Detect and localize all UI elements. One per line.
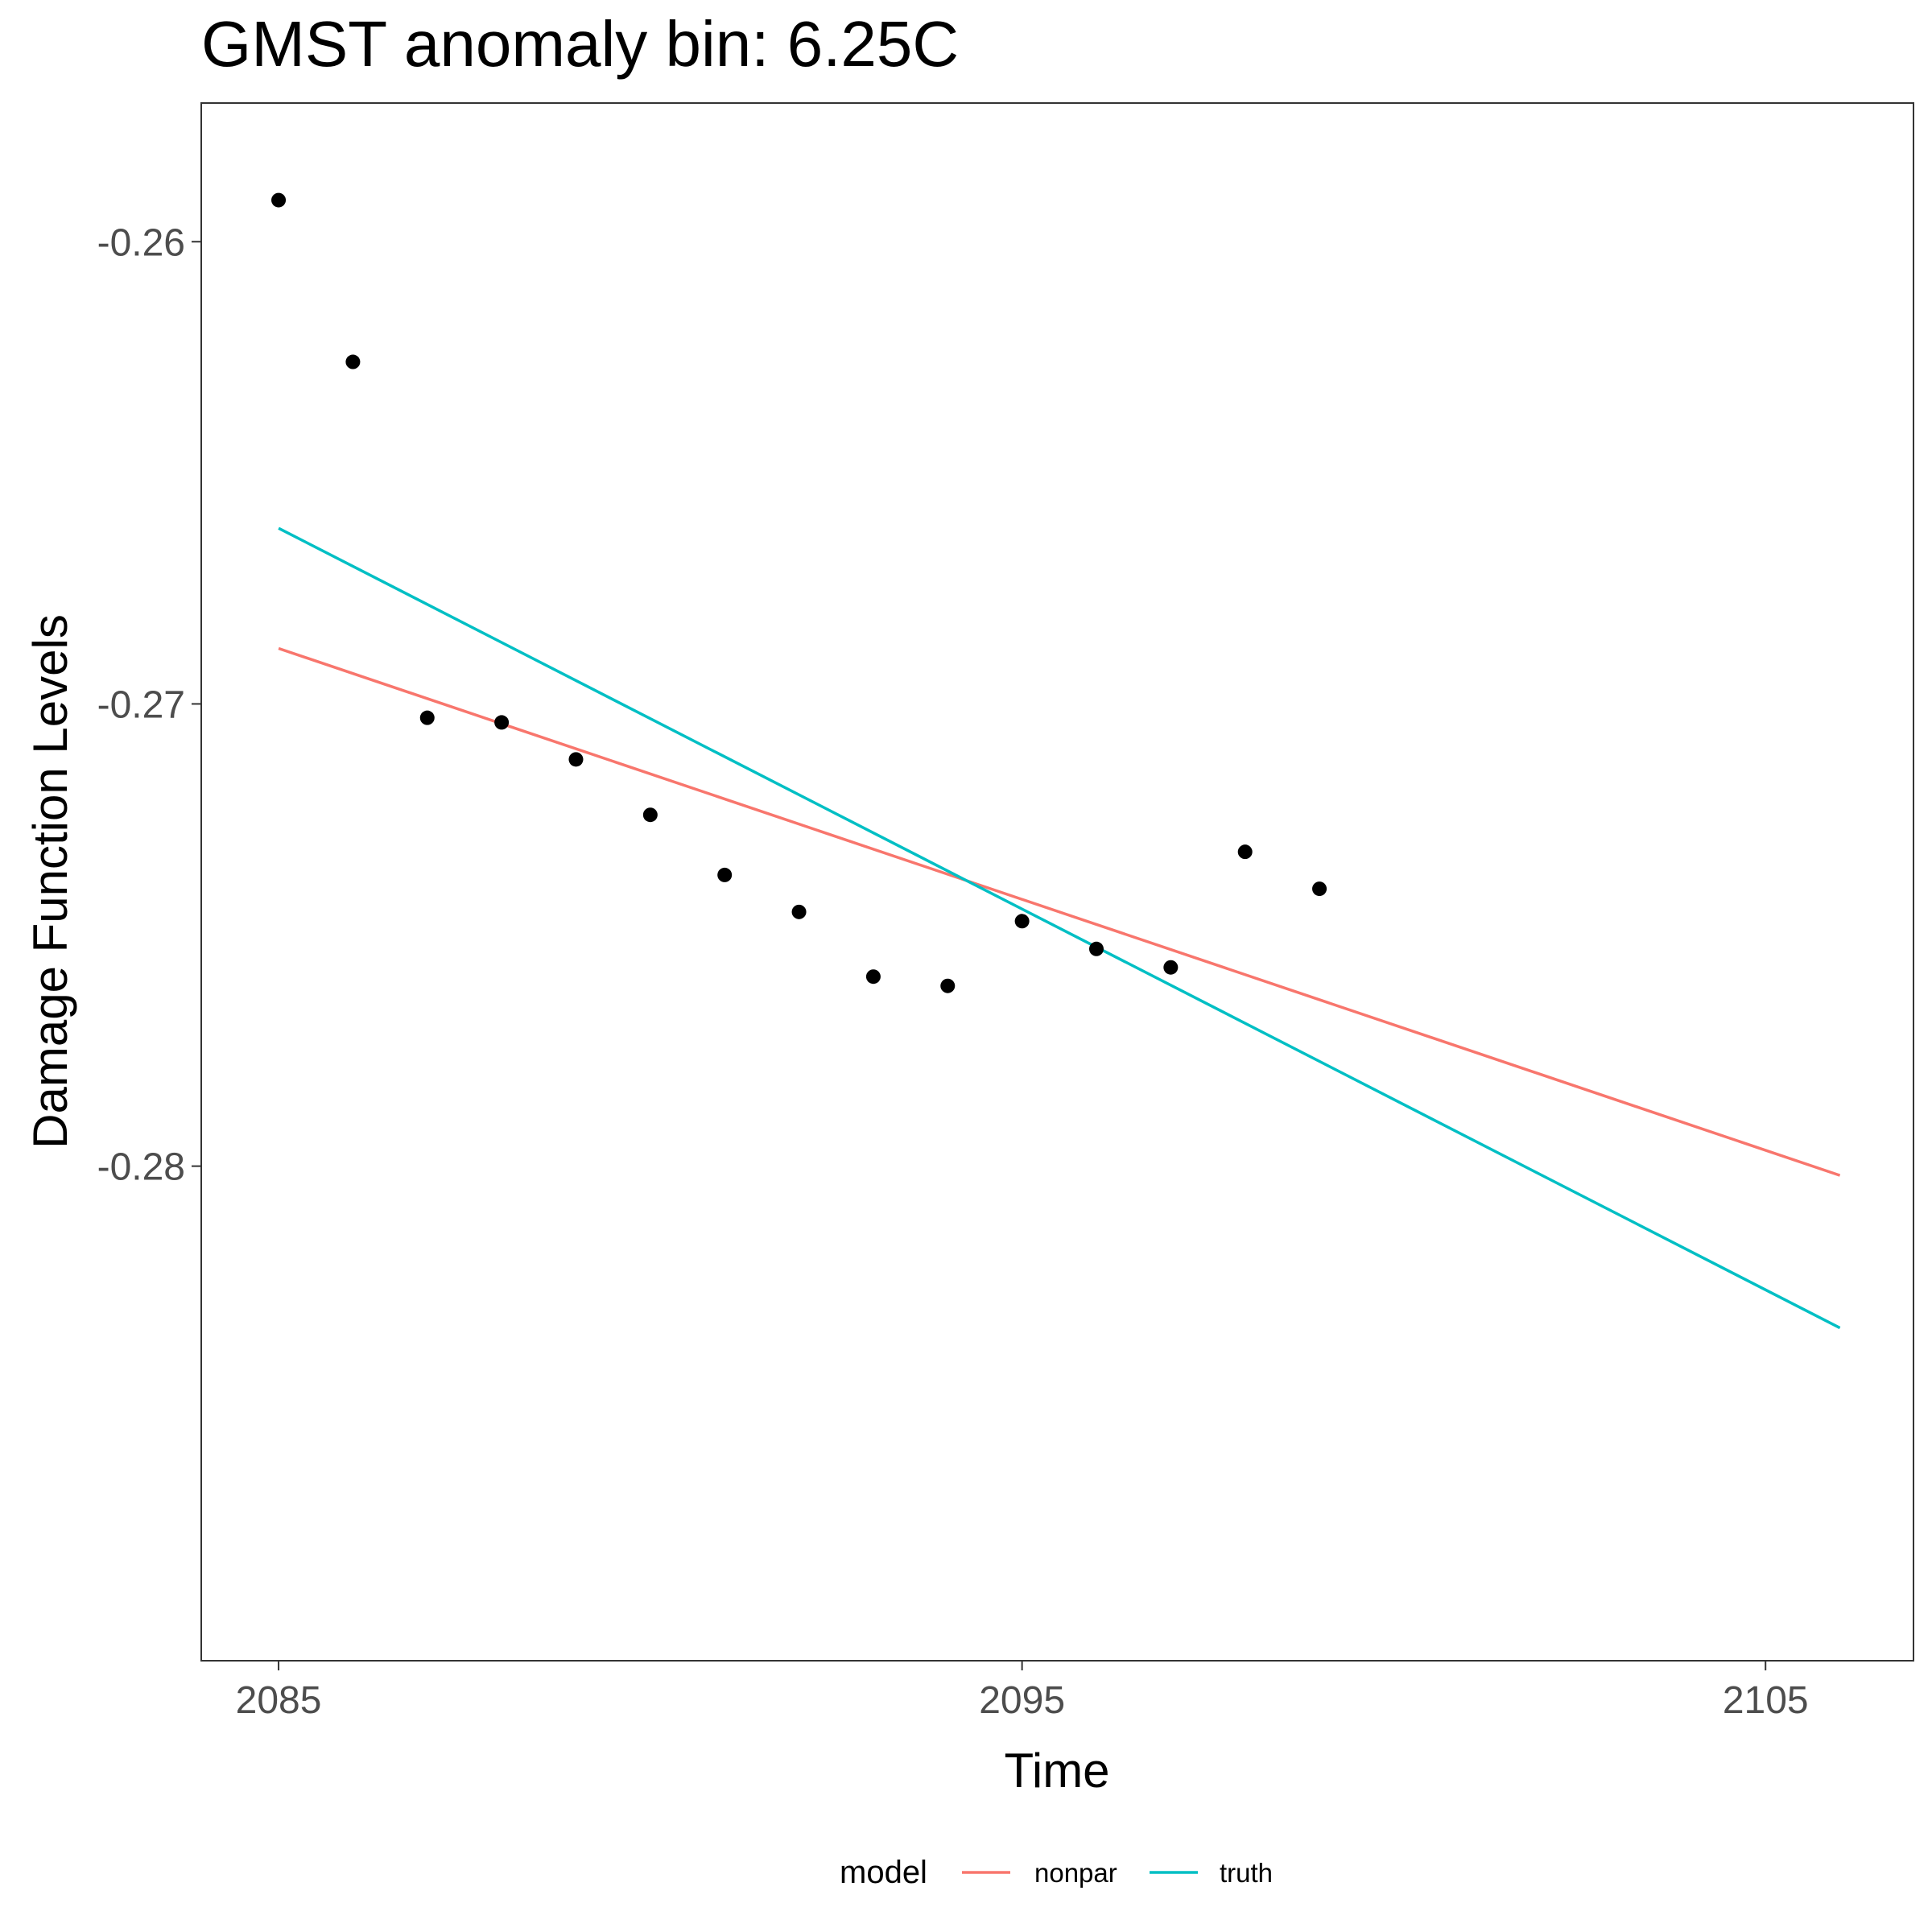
legend-label-truth: truth xyxy=(1220,1858,1273,1888)
data-point xyxy=(1163,960,1179,975)
y-tick-label: -0.26 xyxy=(97,221,185,264)
y-axis-title: Damage Function Levels xyxy=(23,614,77,1149)
data-point xyxy=(1088,941,1104,956)
data-point xyxy=(791,904,807,919)
data-point xyxy=(345,354,361,369)
plot-area xyxy=(200,102,1914,1662)
data-point xyxy=(940,978,956,993)
series-layer xyxy=(278,526,1841,1330)
series-line-truth xyxy=(278,526,1841,1330)
data-point xyxy=(568,752,584,767)
data-point xyxy=(717,867,733,882)
data-point xyxy=(494,715,510,730)
legend: model nonpar truth xyxy=(840,1855,1273,1890)
x-axis-title: Time xyxy=(1004,1744,1109,1798)
data-point xyxy=(1014,914,1030,929)
points-layer xyxy=(271,192,1327,993)
y-axis: -0.26 -0.27 -0.28 xyxy=(97,221,201,1189)
x-tick-label: 2105 xyxy=(1723,1679,1809,1722)
legend-label-nonpar: nonpar xyxy=(1034,1858,1117,1888)
y-tick-label: -0.28 xyxy=(97,1146,185,1189)
legend-title: model xyxy=(840,1855,927,1890)
y-tick-label: -0.27 xyxy=(97,683,185,726)
data-point xyxy=(1312,881,1327,897)
chart-title: GMST anomaly bin: 6.25C xyxy=(201,8,959,80)
data-point xyxy=(419,710,435,725)
data-point xyxy=(865,969,881,985)
legend-items: nonpar truth xyxy=(962,1858,1273,1888)
data-point xyxy=(642,807,658,823)
data-point xyxy=(271,192,287,208)
x-tick-label: 2085 xyxy=(236,1679,322,1722)
data-point xyxy=(1237,844,1253,860)
series-line-nonpar xyxy=(278,646,1841,1177)
panel-border xyxy=(200,102,1914,1662)
x-tick-label: 2095 xyxy=(979,1679,1065,1722)
x-axis: 2085 2095 2105 xyxy=(236,1661,1809,1722)
